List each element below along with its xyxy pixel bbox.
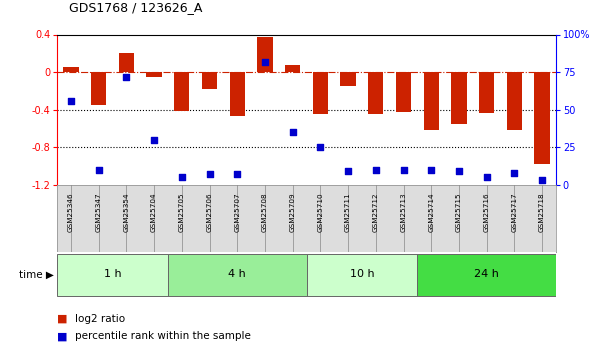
Point [316,144,325,150]
Point [177,174,187,180]
Point [233,171,242,177]
Bar [340,72,356,86]
Point [427,167,436,172]
Text: percentile rank within the sample: percentile rank within the sample [75,332,251,341]
Point [343,168,353,174]
Bar [479,72,494,113]
Bar [507,72,522,130]
Text: GSM25354: GSM25354 [123,193,129,232]
Text: GSM25712: GSM25712 [373,193,379,232]
Point [149,137,159,142]
Text: GSM25709: GSM25709 [290,193,296,232]
Text: ■: ■ [57,332,67,341]
Text: time ▶: time ▶ [19,270,54,280]
Text: 24 h: 24 h [474,269,499,279]
Bar [313,72,328,114]
Point [398,167,408,172]
Text: GSM25705: GSM25705 [179,193,185,232]
Text: GSM25715: GSM25715 [456,193,462,232]
Point [121,74,131,79]
Text: GSM25346: GSM25346 [68,193,74,232]
Bar [257,37,273,72]
Text: GSM25714: GSM25714 [429,193,434,232]
Bar [307,254,417,296]
Text: GSM25707: GSM25707 [234,193,240,232]
Text: GSM25710: GSM25710 [317,193,323,232]
Text: 10 h: 10 h [350,269,374,279]
Text: GSM25718: GSM25718 [539,193,545,232]
Point [260,59,270,64]
Bar [63,67,79,72]
Text: GSM25708: GSM25708 [262,193,268,232]
Text: GSM25716: GSM25716 [484,193,490,232]
Text: ■: ■ [57,314,67,324]
Bar [417,254,556,296]
Bar [534,72,550,164]
Text: 1 h: 1 h [104,269,121,279]
Bar [174,72,189,111]
Bar [91,72,106,105]
Bar [57,254,168,296]
Point [205,171,215,177]
Bar [368,72,383,114]
Text: GSM25706: GSM25706 [207,193,213,232]
Point [510,170,519,175]
Point [482,174,492,180]
Point [94,167,103,172]
Text: GSM25711: GSM25711 [345,193,351,232]
Text: GSM25713: GSM25713 [400,193,406,232]
Text: log2 ratio: log2 ratio [75,314,125,324]
Bar [230,72,245,116]
Bar [285,65,300,72]
Point [454,168,464,174]
Bar [168,254,307,296]
Bar [202,72,217,89]
Point [371,167,380,172]
Point [66,98,76,103]
Text: GDS1768 / 123626_A: GDS1768 / 123626_A [69,1,203,14]
Point [537,177,547,183]
Bar [424,72,439,130]
Bar [451,72,466,124]
Point [288,129,297,135]
Text: GSM25704: GSM25704 [151,193,157,232]
Bar [147,72,162,77]
Text: GSM25347: GSM25347 [96,193,102,232]
Bar [396,72,411,112]
Bar [119,53,134,72]
Text: 4 h: 4 h [228,269,246,279]
Text: GSM25717: GSM25717 [511,193,517,232]
